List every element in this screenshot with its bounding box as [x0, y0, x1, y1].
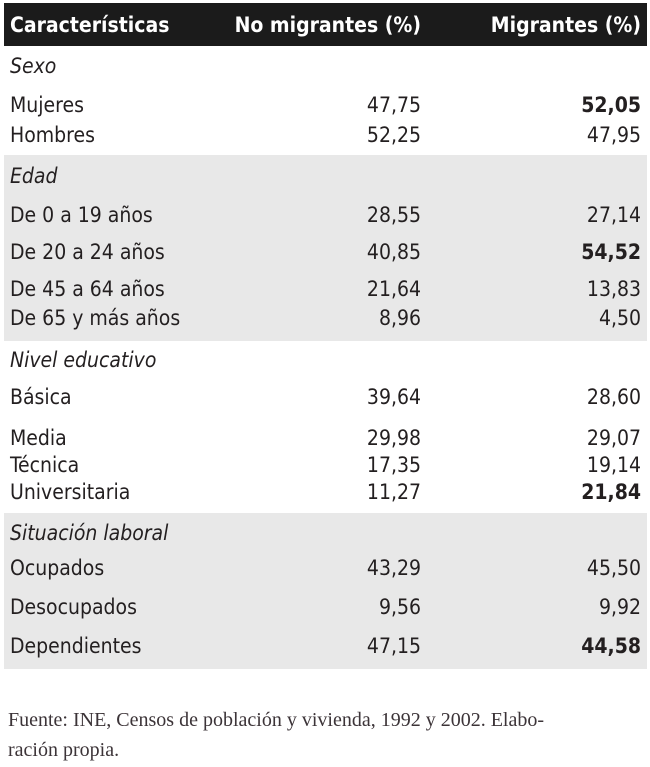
row-label: Hombres	[10, 123, 95, 147]
row-label: Ocupados	[10, 556, 105, 580]
table-row: Desocupados 9,56 9,92	[10, 594, 641, 620]
section-sexo: Sexo Mujeres 47,75 52,05 Hombres 52,25 4…	[4, 46, 647, 155]
no-migrantes-value: 29,98	[366, 426, 421, 450]
col-header-migrantes: Migrantes (%)	[490, 12, 641, 37]
section-situacion-laboral: Situación laboral Ocupados 43,29 45,50 D…	[4, 513, 647, 669]
table-row: Universitaria 11,27 21,84	[10, 479, 641, 505]
migrantes-value: 54,52	[581, 240, 641, 264]
col-header-no-migrantes: No migrantes (%)	[234, 12, 421, 37]
row-label: De 0 a 19 años	[10, 203, 153, 227]
row-label: Universitaria	[10, 480, 131, 504]
row-label: Desocupados	[10, 595, 137, 619]
table-row: Ocupados 43,29 45,50	[10, 555, 641, 581]
source-note-line2: ración propia.	[8, 739, 120, 761]
no-migrantes-value: 8,96	[378, 306, 421, 330]
row-label: Técnica	[10, 453, 80, 477]
no-migrantes-value: 21,64	[366, 277, 421, 301]
no-migrantes-value: 47,15	[366, 634, 421, 658]
col-header-caracteristicas: Características	[10, 12, 170, 37]
table-row: Mujeres 47,75 52,05	[10, 92, 641, 118]
row-label: De 20 a 24 años	[10, 240, 165, 264]
source-note-line1: Fuente: INE, Censos de población y vivie…	[8, 709, 545, 731]
section-nivel-educativo: Nivel educativo Básica 39,64 28,60 Media…	[4, 341, 647, 513]
section-title: Situación laboral	[10, 521, 169, 545]
table-row: Técnica 17,35 19,14	[10, 452, 641, 478]
section-edad: Edad De 0 a 19 años 28,55 27,14 De 20 a …	[4, 155, 647, 341]
no-migrantes-value: 40,85	[366, 240, 421, 264]
migrantes-value: 52,05	[581, 93, 641, 117]
row-label: Dependientes	[10, 634, 142, 658]
migrantes-value: 47,95	[586, 123, 641, 147]
table-row: Hombres 52,25 47,95	[10, 122, 641, 148]
table-row: De 65 y más años 8,96 4,50	[10, 305, 641, 331]
source-note: Fuente: INE, Censos de población y vivie…	[8, 705, 644, 765]
table-row: Media 29,98 29,07	[10, 425, 641, 451]
migrantes-value: 45,50	[586, 556, 641, 580]
no-migrantes-value: 28,55	[366, 203, 421, 227]
no-migrantes-value: 11,27	[366, 480, 421, 504]
migrantes-value: 4,50	[598, 306, 641, 330]
migrantes-value: 29,07	[586, 426, 641, 450]
migrantes-value: 27,14	[586, 203, 641, 227]
no-migrantes-value: 17,35	[366, 453, 421, 477]
no-migrantes-value: 9,56	[378, 595, 421, 619]
table-row: De 0 a 19 años 28,55 27,14	[10, 202, 641, 228]
no-migrantes-value: 47,75	[366, 93, 421, 117]
row-label: Mujeres	[10, 93, 84, 117]
section-title: Nivel educativo	[10, 348, 157, 372]
no-migrantes-value: 52,25	[366, 123, 421, 147]
migrantes-value: 9,92	[598, 595, 641, 619]
migrantes-value: 13,83	[586, 277, 641, 301]
section-title: Sexo	[10, 54, 57, 78]
migrantes-value: 44,58	[581, 634, 641, 658]
migrantes-value: 19,14	[586, 453, 641, 477]
section-title: Edad	[10, 164, 58, 188]
table-row: Dependientes 47,15 44,58	[10, 633, 641, 659]
table-row: De 45 a 64 años 21,64 13,83	[10, 276, 641, 302]
migrantes-value: 21,84	[581, 480, 641, 504]
row-label: Media	[10, 426, 67, 450]
no-migrantes-value: 39,64	[366, 385, 421, 409]
no-migrantes-value: 43,29	[366, 556, 421, 580]
row-label: Básica	[10, 385, 72, 409]
row-label: De 65 y más años	[10, 306, 181, 330]
row-label: De 45 a 64 años	[10, 277, 165, 301]
table-header-row: Características No migrantes (%) Migrant…	[4, 3, 647, 46]
migrantes-value: 28,60	[586, 385, 641, 409]
statistics-table: Características No migrantes (%) Migrant…	[4, 3, 647, 669]
table-row: De 20 a 24 años 40,85 54,52	[10, 239, 641, 265]
table-row: Básica 39,64 28,60	[10, 384, 641, 410]
